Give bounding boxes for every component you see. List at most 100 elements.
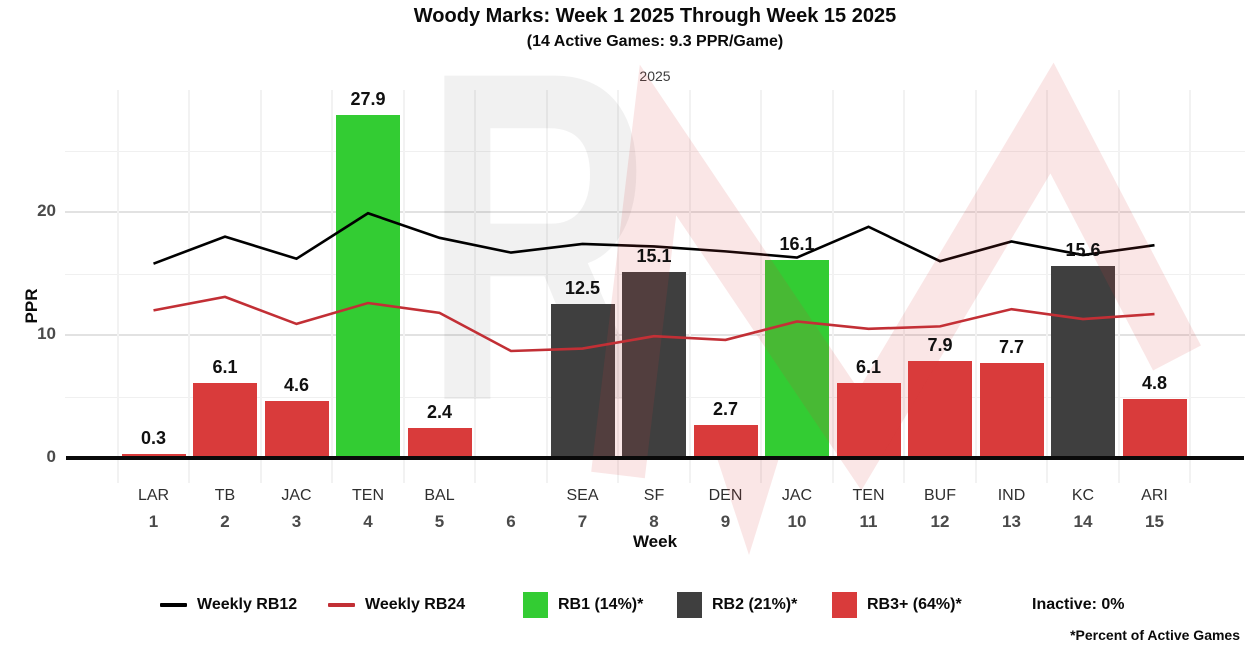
x-axis-baseline (66, 456, 1244, 460)
rb12-line-swatch-icon (160, 603, 187, 607)
gridline-major (65, 211, 1245, 213)
x-tick-week: 3 (291, 512, 302, 531)
bar-week-11-RB3 (836, 382, 901, 458)
chart-title: Woody Marks: Week 1 2025 Through Week 15… (413, 5, 897, 27)
gridline-vertical (831, 90, 834, 483)
x-tick-team: TB (214, 487, 236, 504)
bar-value-label: 4.8 (1141, 372, 1168, 393)
bar-week-7-RB2 (550, 304, 615, 458)
plot-area: R 0.3 6.1 4.6 27.9 2.4 12.5 15.1 2.7 16.1 6.1 7.9 7… (65, 2, 1245, 555)
gridline-vertical (331, 90, 334, 483)
gridline-vertical (188, 90, 191, 483)
gridline-minor (65, 150, 1245, 152)
x-tick-week: 2 (220, 512, 230, 531)
x-tick-team: IND (997, 487, 1026, 504)
legend-item-rb1: RB1 (14%)* (523, 592, 643, 618)
bar-week-3-RB3 (264, 401, 329, 458)
y-tick-label: 10 (37, 324, 56, 343)
bar-value-label: 27.9 (350, 88, 386, 109)
x-tick-team: TEN (852, 487, 885, 504)
x-tick-team: BUF (924, 487, 956, 504)
bar-value-label: 0.3 (140, 428, 167, 449)
bar-value-label: 4.6 (283, 375, 310, 396)
x-tick-team: SF (643, 487, 665, 504)
rb24-line-swatch-icon (328, 603, 355, 607)
x-tick-week: 6 (506, 512, 516, 531)
legend-item-rb12: Weekly RB12 (160, 592, 297, 618)
bar-week-4-RB1 (336, 114, 400, 458)
gridline-vertical (259, 90, 262, 483)
legend-item-rb3: RB3+ (64%)* (832, 592, 962, 618)
x-tick-team: JAC (281, 487, 312, 504)
bar-week-9-RB3 (693, 424, 758, 458)
facet-label-2025: 2025 (639, 68, 671, 84)
gridline-vertical (402, 90, 405, 483)
legend-label-rb2: RB2 (21%)* (712, 596, 798, 613)
bar-value-label: 16.1 (779, 233, 815, 254)
line-weekly-rb24 (153, 295, 1155, 353)
x-tick-week: 14 (1073, 512, 1093, 531)
x-tick-team: ARI (1141, 487, 1168, 504)
x-tick-team: SEA (566, 487, 599, 504)
bar-week-14-RB2 (1051, 266, 1115, 458)
gridline-vertical (116, 90, 119, 483)
legend-label-rb24: Weekly RB24 (365, 596, 466, 613)
gridline-vertical (688, 90, 691, 483)
bar-week-13-RB3 (979, 363, 1044, 458)
legend-item-rb2: RB2 (21%)* (677, 592, 797, 618)
x-tick-week: 1 (148, 512, 159, 531)
x-axis-title: Week (632, 532, 678, 551)
gridline-vertical (1189, 90, 1192, 483)
gridline-vertical (1117, 90, 1120, 483)
legend-item-rb24: Weekly RB24 (328, 592, 465, 618)
x-tick-week: 7 (577, 512, 588, 531)
x-tick-week: 8 (649, 512, 659, 531)
bar-value-label: 7.9 (927, 334, 953, 355)
x-tick-team: TEN (352, 487, 384, 504)
bar-week-12-RB3 (908, 360, 972, 458)
rb2-swatch-icon (677, 592, 702, 618)
gridline-vertical (617, 90, 620, 483)
legend-item-inactive: Inactive: 0% (1032, 592, 1124, 618)
trend-lines (153, 211, 1155, 353)
x-tick-week: 5 (434, 512, 445, 531)
x-tick-week: 13 (1002, 512, 1021, 531)
gridline-vertical (474, 90, 477, 483)
bar-week-2-RB3 (193, 382, 257, 458)
x-tick-team: DEN (708, 487, 743, 504)
x-tick-team: KC (1071, 487, 1095, 504)
bar-value-label: 6.1 (855, 356, 882, 377)
legend-label-rb1: RB1 (14%)* (558, 596, 644, 613)
legend-label-inactive: Inactive: 0% (1032, 596, 1125, 613)
y-tick-label: 20 (37, 201, 56, 220)
x-tick-week: 4 (363, 512, 373, 531)
legend-label-rb12: Weekly RB12 (197, 596, 298, 613)
x-tick-week: 9 (720, 512, 731, 531)
y-tick-label: 0 (46, 447, 56, 466)
x-tick-week: 15 (1145, 512, 1164, 531)
x-tick-week: 12 (930, 512, 950, 531)
rb1-swatch-icon (523, 592, 548, 618)
chart-subtitle: (14 Active Games: 9.3 PPR/Game) (526, 33, 784, 50)
gridline-vertical (974, 90, 977, 483)
bar-value-label: 6.1 (212, 356, 238, 377)
gridline-vertical (903, 90, 906, 483)
x-tick-team: JAC (781, 487, 813, 504)
bar-value-label: 12.5 (564, 278, 601, 299)
bar-value-label: 15.1 (636, 246, 672, 267)
watermark-r-letter-icon: R (423, 0, 654, 499)
bar-week-15-RB3 (1122, 398, 1187, 458)
gridline-vertical (1046, 90, 1049, 483)
gridline-vertical (545, 90, 548, 483)
rb3-swatch-icon (832, 592, 857, 618)
x-tick-week: 10 (787, 512, 807, 531)
percent-footnote: *Percent of Active Games (1070, 627, 1240, 643)
bar-value-label: 2.4 (426, 402, 453, 423)
x-tick-team: BAL (424, 487, 455, 504)
x-tick-week: 11 (859, 512, 878, 531)
bar-value-label: 15.6 (1065, 240, 1101, 261)
bar-week-5-RB3 (407, 428, 472, 458)
legend-label-rb3: RB3+ (64%)* (867, 596, 962, 613)
bar-value-label: 2.7 (712, 398, 739, 419)
